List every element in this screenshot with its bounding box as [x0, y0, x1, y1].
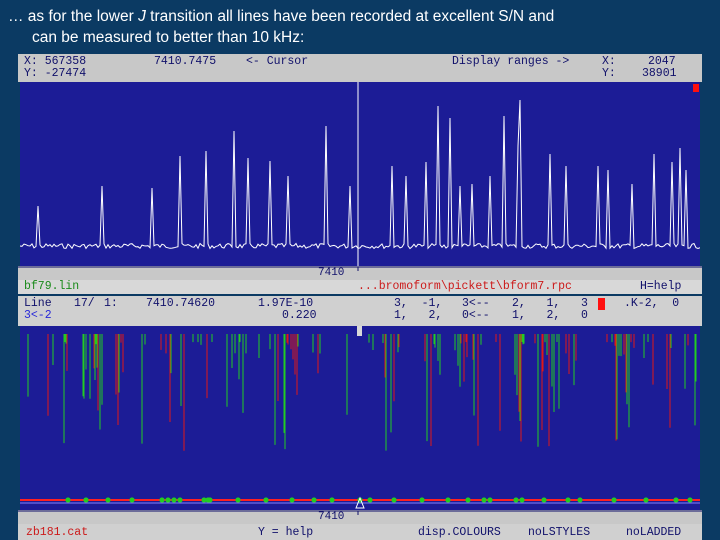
assigned-line-dot[interactable]	[165, 497, 171, 503]
assigned-line-dot[interactable]	[105, 497, 111, 503]
assigned-line-dot[interactable]	[263, 497, 269, 503]
bottom-panel-header: Line 17/ 1: 7410.74620 1.97E-10 0.220 3,…	[18, 296, 702, 326]
top-scroll-marker[interactable]	[693, 84, 699, 92]
assigned-line-dot[interactable]	[129, 497, 135, 503]
caption-line1-pre: … as for the lower	[8, 8, 139, 25]
bottom-axis-tick-label: 7410	[318, 511, 345, 523]
cursor-value: 7410.7475	[154, 55, 217, 68]
assigned-line-dot[interactable]	[465, 497, 471, 503]
assigned-line-dot[interactable]	[83, 497, 89, 503]
slide-caption: … as for the lower J transition all line…	[8, 6, 714, 48]
assigned-line-dot[interactable]	[445, 497, 451, 503]
assigned-line-dot[interactable]	[519, 497, 525, 503]
stick-spectrum-svg	[20, 326, 700, 509]
assigned-line-dot[interactable]	[329, 497, 335, 503]
help-hint: H=help	[640, 280, 682, 293]
lower-qn-1: 1, 2,	[394, 309, 443, 322]
display-ranges-label: Display ranges ->	[452, 55, 570, 68]
caption-line2: can be measured to better than 10 kHz:	[32, 29, 305, 46]
colours-button[interactable]: disp.COLOURS	[418, 526, 501, 539]
spectrum-plot[interactable]	[20, 82, 700, 266]
assigned-line-dot[interactable]	[419, 497, 425, 503]
top-panel-header: X: 567358 Y: -27474 7410.7475 <- Cursor …	[18, 54, 702, 82]
ka-label: .K-2, 0	[624, 297, 680, 310]
line-label: Line	[24, 297, 52, 310]
laddered-button[interactable]: noLADDED	[626, 526, 682, 539]
cursor-label: <- Cursor	[246, 55, 309, 68]
footer-bar: zb181.cat Y = help disp.COLOURS noLSTYLE…	[18, 524, 702, 540]
display-range-y-value: 38901	[642, 67, 677, 80]
assigned-line-dot[interactable]	[207, 497, 213, 503]
assigned-line-dot[interactable]	[201, 497, 207, 503]
bottom-axis-bar: 7410	[18, 510, 702, 524]
line-marker-bottom[interactable]	[355, 496, 365, 509]
assigned-line-dot[interactable]	[687, 497, 693, 503]
caption-line1-italic: J	[138, 8, 146, 25]
nostyles-button[interactable]: noLSTYLES	[528, 526, 591, 539]
assigned-line-dot[interactable]	[289, 497, 295, 503]
assigned-line-dot[interactable]	[171, 497, 177, 503]
cat-file-name: zb181.cat	[26, 526, 89, 539]
assigned-line-dot[interactable]	[673, 497, 679, 503]
assigned-line-dot[interactable]	[311, 497, 317, 503]
assigned-line-dot[interactable]	[367, 497, 373, 503]
assigned-line-dot[interactable]	[643, 497, 649, 503]
assigned-line-dot[interactable]	[577, 497, 583, 503]
bottom-scroll-marker[interactable]	[598, 298, 605, 310]
top-axis-tick-label: 7410	[318, 267, 345, 279]
lower-qn-2: 0<--	[462, 309, 490, 322]
assigned-line-dot[interactable]	[541, 497, 547, 503]
assigned-line-dot[interactable]	[481, 497, 487, 503]
assigned-line-dot[interactable]	[565, 497, 571, 503]
lin-file-name: bf79.lin	[24, 280, 80, 293]
line-intensity: 1.97E-10	[258, 297, 314, 310]
assigned-line-dot[interactable]	[513, 497, 519, 503]
rpc-file-path: ...bromoform\pickett\bform7.rpc	[358, 280, 572, 293]
assigned-line-dot[interactable]	[487, 497, 493, 503]
y-help-hint: Y = help	[258, 526, 314, 539]
upper-qn-3: 2, 1, 3	[512, 297, 588, 310]
display-range-y-label: Y:	[602, 67, 616, 80]
upper-qn-2: 3<--	[462, 297, 490, 310]
caption-line1-post: transition all lines have been recorded …	[145, 8, 555, 25]
assigned-line-dot[interactable]	[391, 497, 397, 503]
assigned-line-dot[interactable]	[611, 497, 617, 503]
assigned-line-dot[interactable]	[65, 497, 71, 503]
cursor-y-label: Y: -27474	[24, 67, 87, 80]
line-sub: 1:	[104, 297, 118, 310]
display-range-x-label: X:	[602, 55, 616, 68]
line-index: 17/	[74, 297, 95, 310]
line-marker-top[interactable]	[357, 326, 362, 336]
prediction-stick-plot[interactable]	[20, 326, 700, 510]
line-error: 0.220	[282, 309, 317, 322]
transition-status: 3<-2	[24, 309, 52, 322]
spectrum-trace-svg	[20, 82, 700, 266]
cursor-x-label: X: 567358	[24, 55, 87, 68]
spectrum-trace	[20, 99, 700, 250]
top-axis-bar: 7410	[18, 266, 702, 280]
assigned-line-dot[interactable]	[177, 497, 183, 503]
upper-qn-1: 3, -1,	[394, 297, 443, 310]
display-range-x-value: 2047	[648, 55, 676, 68]
line-frequency: 7410.74620	[146, 297, 216, 310]
lower-qn-3: 1, 2, 0	[512, 309, 588, 322]
assigned-line-dot[interactable]	[159, 497, 165, 503]
file-bar: bf79.lin ...bromoform\pickett\bform7.rpc…	[18, 280, 702, 294]
assigned-line-dot[interactable]	[235, 497, 241, 503]
